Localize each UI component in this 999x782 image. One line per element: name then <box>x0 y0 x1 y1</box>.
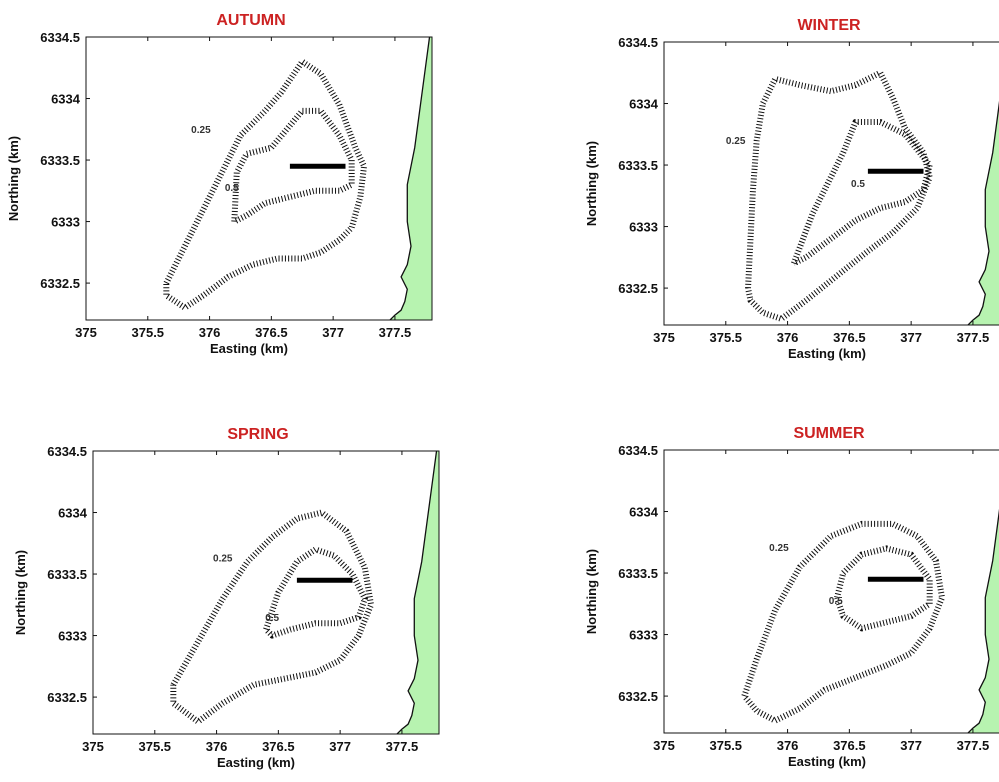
y-tick-label: 6334 <box>629 505 659 520</box>
plot-frame <box>85 36 433 321</box>
panel-autumn: 0.25 0.5 375 375.5 376 376.5 377 377.5 6332.5 633… <box>6 12 433 356</box>
y-tick-label: 6334.5 <box>618 443 658 458</box>
y-tick-label: 6334 <box>51 92 81 107</box>
land-area <box>396 451 439 734</box>
chart-title: AUTUMN <box>216 12 285 29</box>
contour-0_25 <box>745 69 933 322</box>
chart-title: WINTER <box>797 17 861 34</box>
y-tick-label: 6333 <box>51 215 80 230</box>
y-tick-label: 6333 <box>629 220 658 235</box>
x-tick-label: 375.5 <box>710 738 743 753</box>
contour-label: 0.25 <box>191 125 211 136</box>
y-axis-label: Northing (km) <box>13 550 28 635</box>
contour-0_25 <box>170 509 375 725</box>
x-tick-label: 377 <box>329 739 351 754</box>
plot-contents: 0.25 0.5 <box>170 451 439 734</box>
x-tick-label: 376 <box>777 330 799 345</box>
x-axis-label: Easting (km) <box>788 754 866 769</box>
x-tick-label: 375 <box>653 738 675 753</box>
x-tick-label: 375 <box>653 330 675 345</box>
y-tick-label: 6333.5 <box>618 566 658 581</box>
x-tick-label: 375 <box>75 325 97 340</box>
y-tick-label: 6332.5 <box>618 689 658 704</box>
plot-frame <box>92 450 440 735</box>
x-tick-label: 377.5 <box>957 738 990 753</box>
y-tick-label: 6333.5 <box>618 158 658 173</box>
y-axis-label: Northing (km) <box>6 136 21 221</box>
y-tick-label: 6332.5 <box>47 690 87 705</box>
contour-label: 0.25 <box>726 136 746 147</box>
plot-area <box>93 451 439 734</box>
y-tick-label: 6333 <box>58 629 87 644</box>
x-tick-label: 376 <box>206 739 228 754</box>
x-tick-label: 376.5 <box>262 739 295 754</box>
y-tick-label: 6334.5 <box>47 444 87 459</box>
panel-summer: 0.25 0.5 375 375.5 376 376.5 377 377.5 6332.5 633… <box>584 425 999 769</box>
x-tick-label: 377.5 <box>957 330 990 345</box>
x-tick-label: 377.5 <box>379 325 412 340</box>
chart-title: SPRING <box>227 426 288 443</box>
contour-0_5 <box>790 118 933 267</box>
plot-contents: 0.25 0.5 <box>741 508 999 733</box>
x-tick-label: 377.5 <box>386 739 419 754</box>
y-axis-label: Northing (km) <box>584 549 599 634</box>
contour-label: 0.5 <box>265 613 279 624</box>
x-tick-label: 376 <box>777 738 799 753</box>
x-tick-label: 376.5 <box>833 738 866 753</box>
x-tick-label: 375.5 <box>139 739 172 754</box>
x-tick-label: 376.5 <box>833 330 866 345</box>
y-tick-label: 6334 <box>629 97 659 112</box>
contour-0_5 <box>263 546 368 639</box>
y-tick-label: 6333 <box>629 628 658 643</box>
panel-winter: 0.25 0.5 375 375.5 376 376.5 377 377.5 6332.5 633… <box>584 17 999 361</box>
x-tick-label: 376 <box>199 325 221 340</box>
x-axis-label: Easting (km) <box>788 346 866 361</box>
y-tick-label: 6333.5 <box>47 567 87 582</box>
plot-contents: 0.25 0.5 <box>163 37 432 320</box>
plot-frame <box>663 41 999 326</box>
x-axis-label: Easting (km) <box>217 755 295 770</box>
x-tick-label: 377 <box>900 330 922 345</box>
contour-label: 0.25 <box>213 554 233 565</box>
contour-label: 0.5 <box>829 596 843 607</box>
plot-contents: 0.25 0.5 <box>726 69 999 325</box>
y-tick-label: 6334.5 <box>618 35 658 50</box>
x-tick-label: 375.5 <box>710 330 743 345</box>
y-axis-label: Northing (km) <box>584 141 599 226</box>
x-tick-label: 377 <box>900 738 922 753</box>
contour-label: 0.5 <box>851 179 865 190</box>
land-area <box>967 508 999 733</box>
y-tick-label: 6332.5 <box>40 276 80 291</box>
panel-spring: 0.25 0.5 375 375.5 376 376.5 377 377.5 6332.5 633… <box>13 426 440 770</box>
x-tick-label: 377 <box>322 325 344 340</box>
land-area <box>389 37 432 320</box>
contour-label: 0.5 <box>225 183 239 194</box>
plot-area <box>664 42 999 325</box>
plot-area <box>664 450 999 733</box>
x-tick-label: 375.5 <box>132 325 165 340</box>
x-axis-label: Easting (km) <box>210 341 288 356</box>
plot-frame <box>663 449 999 734</box>
y-tick-label: 6334 <box>58 506 88 521</box>
land-area <box>967 100 999 325</box>
contour-0_25 <box>741 520 946 724</box>
x-tick-label: 376.5 <box>255 325 288 340</box>
chart-title: SUMMER <box>793 425 865 442</box>
y-tick-label: 6333.5 <box>40 153 80 168</box>
contour-label: 0.25 <box>769 543 789 554</box>
x-tick-label: 375 <box>82 739 104 754</box>
plot-area <box>86 37 432 320</box>
y-tick-label: 6334.5 <box>40 30 80 45</box>
y-tick-label: 6332.5 <box>618 281 658 296</box>
